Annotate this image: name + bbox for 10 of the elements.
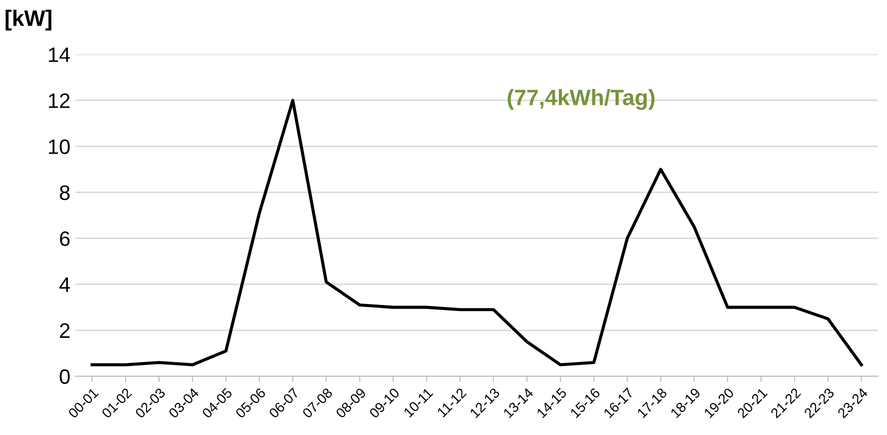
- y-tick-label: 0: [60, 369, 70, 384]
- y-tick-label: 4: [59, 278, 70, 292]
- y-axis-title: [kW]: [6, 10, 52, 30]
- y-tick-label: 10: [48, 139, 70, 154]
- y-tick-label: 6: [60, 231, 70, 246]
- y-tick-label: 12: [48, 93, 70, 108]
- y-tick-label: 2: [60, 323, 70, 338]
- annotation: (77,4kWh/Tag): [508, 89, 655, 110]
- y-tick-label: 8: [60, 185, 70, 200]
- y-tick-label: 14: [48, 48, 70, 62]
